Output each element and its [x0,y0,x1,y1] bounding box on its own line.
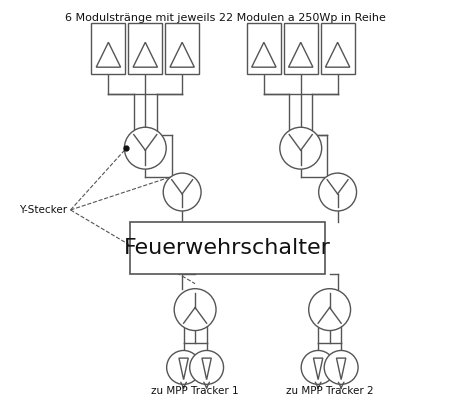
Bar [92,23,125,74]
Bar [247,23,281,74]
Bar [321,23,354,74]
Polygon shape [252,42,276,67]
Circle shape [319,173,357,211]
Text: Y-Stecker: Y-Stecker [19,205,67,215]
Polygon shape [179,358,188,380]
Bar [284,23,318,74]
Bar [129,23,162,74]
Circle shape [301,350,335,384]
Text: zu MPP Tracker 1: zu MPP Tracker 1 [151,386,239,396]
Circle shape [174,289,216,330]
Polygon shape [326,42,350,67]
Polygon shape [336,358,346,380]
Polygon shape [202,358,211,380]
Polygon shape [96,42,120,67]
Circle shape [167,350,201,384]
Circle shape [324,350,358,384]
Bar [130,222,325,274]
Circle shape [124,127,166,169]
Polygon shape [133,42,157,67]
Text: 6 Modulstränge mit jeweils 22 Modulen a 250Wp in Reihe: 6 Modulstränge mit jeweils 22 Modulen a … [64,13,386,23]
Text: zu MPP Tracker 2: zu MPP Tracker 2 [286,386,373,396]
Polygon shape [313,358,323,380]
Circle shape [190,350,224,384]
Circle shape [309,289,350,330]
Bar [165,23,199,74]
Polygon shape [289,42,313,67]
Circle shape [280,127,322,169]
Text: Feuerwehrschalter: Feuerwehrschalter [124,238,331,258]
Circle shape [163,173,201,211]
Polygon shape [170,42,194,67]
